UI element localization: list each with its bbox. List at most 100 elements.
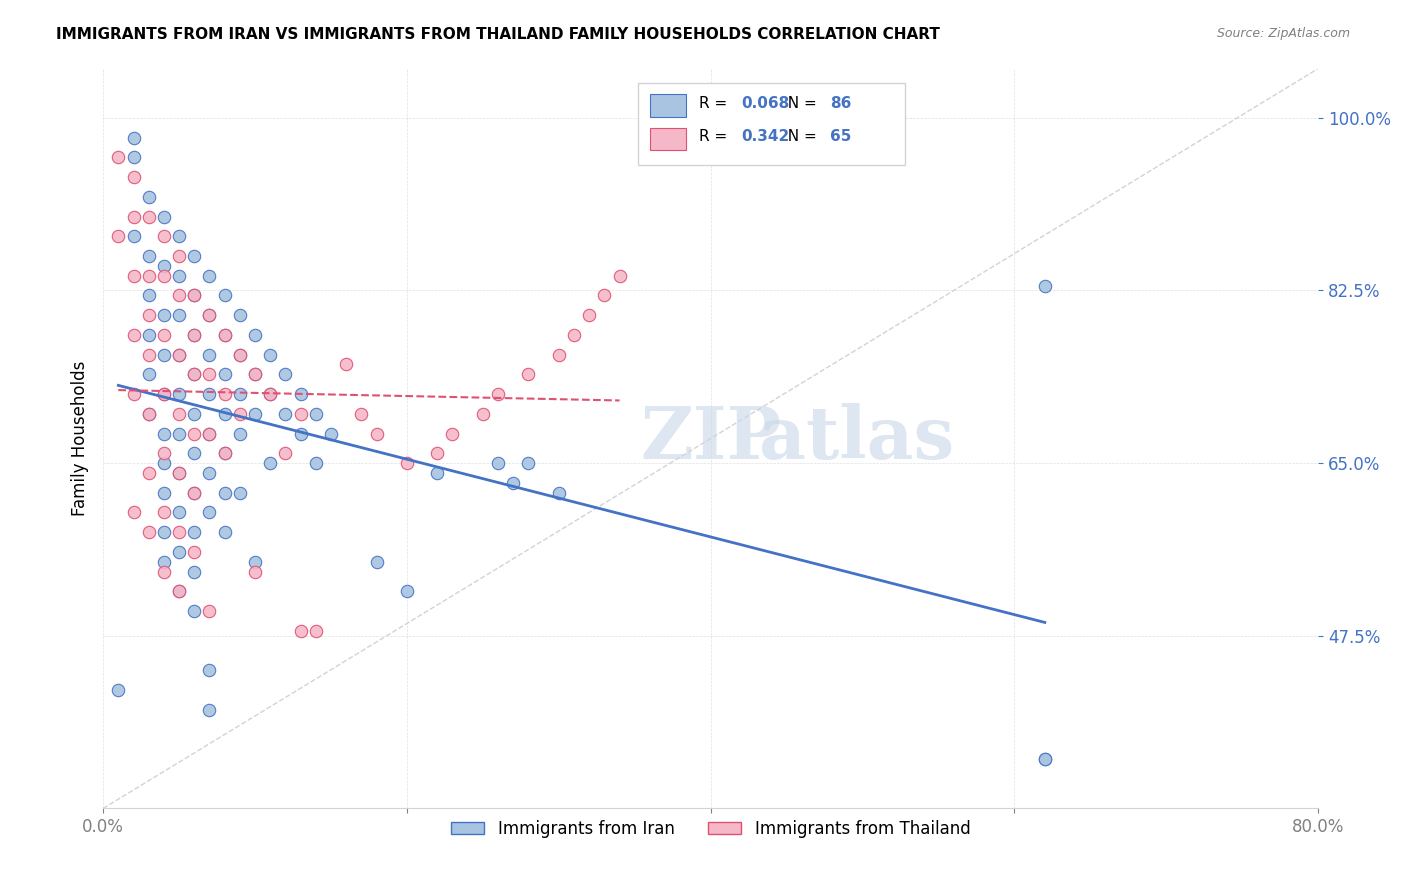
Point (138, 407, 160, 421)
Text: 0.068: 0.068 (741, 95, 789, 111)
Text: IMMIGRANTS FROM IRAN VS IMMIGRANTS FROM THAILAND FAMILY HOUSEHOLDS CORRELATION C: IMMIGRANTS FROM IRAN VS IMMIGRANTS FROM … (56, 27, 941, 42)
Point (214, 368, 236, 382)
Text: N =: N = (778, 95, 821, 111)
Point (198, 604, 221, 618)
Point (153, 327, 176, 342)
Point (305, 407, 328, 421)
Point (167, 466, 190, 480)
Point (167, 584, 190, 599)
Point (243, 565, 266, 579)
Point (167, 348, 190, 362)
Point (593, 288, 616, 302)
Point (290, 387, 312, 401)
Point (305, 624, 328, 638)
Point (183, 368, 205, 382)
Text: R =: R = (699, 129, 731, 145)
Point (183, 426, 205, 441)
Point (183, 485, 205, 500)
Text: 65: 65 (830, 129, 851, 145)
Point (1033, 752, 1056, 766)
Point (138, 348, 160, 362)
Point (138, 268, 160, 283)
Point (153, 387, 176, 401)
Point (214, 288, 236, 302)
Point (153, 259, 176, 273)
Point (274, 446, 297, 460)
Text: atlas: atlas (759, 403, 955, 474)
Point (183, 368, 205, 382)
Point (138, 525, 160, 540)
Y-axis label: Family Households: Family Households (72, 360, 89, 516)
Point (517, 456, 540, 470)
Point (153, 229, 176, 244)
Point (214, 446, 236, 460)
Point (122, 169, 145, 184)
Point (122, 387, 145, 401)
FancyBboxPatch shape (638, 83, 905, 165)
Point (547, 348, 569, 362)
Point (198, 663, 221, 677)
Point (214, 387, 236, 401)
Point (1033, 752, 1056, 766)
Point (366, 555, 388, 569)
Point (167, 387, 190, 401)
Point (107, 683, 129, 698)
Point (290, 624, 312, 638)
Point (107, 150, 129, 164)
Point (609, 268, 631, 283)
Point (229, 407, 252, 421)
Point (229, 485, 252, 500)
Point (547, 485, 569, 500)
Point (198, 348, 221, 362)
Point (243, 368, 266, 382)
Point (138, 308, 160, 322)
Point (441, 426, 464, 441)
Point (198, 368, 221, 382)
Point (578, 308, 600, 322)
Point (274, 407, 297, 421)
Point (350, 407, 373, 421)
Text: 86: 86 (830, 95, 851, 111)
Point (153, 387, 176, 401)
Point (198, 426, 221, 441)
Point (153, 308, 176, 322)
Point (153, 268, 176, 283)
Point (167, 545, 190, 559)
Point (243, 555, 266, 569)
Point (153, 506, 176, 520)
Point (183, 545, 205, 559)
Point (198, 308, 221, 322)
Point (153, 565, 176, 579)
Point (319, 426, 342, 441)
Point (153, 348, 176, 362)
Point (167, 288, 190, 302)
Text: Source: ZipAtlas.com: Source: ZipAtlas.com (1216, 27, 1350, 40)
Point (183, 565, 205, 579)
Point (395, 456, 418, 470)
Point (183, 604, 205, 618)
Point (153, 456, 176, 470)
Point (198, 426, 221, 441)
Point (183, 288, 205, 302)
Point (229, 426, 252, 441)
Point (138, 288, 160, 302)
Point (198, 506, 221, 520)
FancyBboxPatch shape (650, 95, 686, 117)
Point (153, 426, 176, 441)
Point (153, 555, 176, 569)
Point (243, 327, 266, 342)
Point (167, 506, 190, 520)
Point (122, 506, 145, 520)
Point (122, 327, 145, 342)
Point (167, 249, 190, 263)
Point (517, 368, 540, 382)
Point (138, 368, 160, 382)
Text: N =: N = (778, 129, 821, 145)
Point (214, 525, 236, 540)
Point (167, 308, 190, 322)
Point (167, 229, 190, 244)
Point (214, 485, 236, 500)
Point (138, 327, 160, 342)
Point (290, 407, 312, 421)
Point (183, 446, 205, 460)
